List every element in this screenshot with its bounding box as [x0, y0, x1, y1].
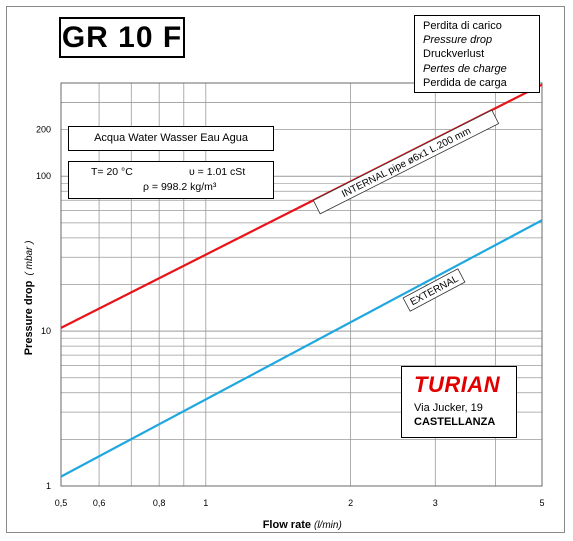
company-address: Via Jucker, 19	[414, 402, 483, 414]
y-tick-label: 1	[46, 481, 51, 491]
company-logo: TURIAN	[414, 372, 501, 397]
company-city: CASTELLANZA	[414, 416, 496, 428]
legend-line: Druckverlust	[423, 48, 485, 61]
legend-line: Pertes de charge	[423, 62, 507, 75]
company-box: TURIAN Via Jucker, 19 CASTELLANZA	[401, 366, 517, 438]
viscosity-value: υ = 1.01 cSt	[189, 166, 246, 178]
y-tick-label: 10	[41, 326, 51, 336]
x-tick-label: 0,5	[55, 498, 68, 508]
series-label-text: INTERNAL pipe ø6x1 L.200 mm	[340, 126, 473, 200]
series-line-external	[60, 219, 543, 478]
series-label-box	[402, 268, 466, 312]
series-label-box	[312, 109, 500, 215]
density-value: ρ = 998.2 kg/m³	[143, 181, 217, 193]
x-tick-label: 0,6	[93, 498, 106, 508]
y-axis-unit: ( mbar )	[24, 241, 35, 276]
fluid-label: Acqua Water Wasser Eau Agua	[68, 126, 274, 151]
chart-title-box: GR 10 F	[59, 17, 185, 58]
legend-line: Perdida de carga	[423, 76, 507, 89]
x-tick-label: 2	[348, 498, 353, 508]
series-label-internal: INTERNAL pipe ø6x1 L.200 mm	[312, 109, 500, 215]
y-tick-label: 200	[36, 125, 51, 135]
fluid-properties: T= 20 °C υ = 1.01 cSt ρ = 998.2 kg/m³	[68, 161, 274, 199]
legend-line: Perdita di carico	[423, 20, 502, 32]
y-axis-title: Pressure drop	[23, 280, 35, 355]
x-axis-title: Flow rate	[263, 519, 311, 531]
chart-ticks: 0,5 0,6 0,8 1 2 3 5 1 10 100 200	[36, 125, 545, 508]
pressure-drop-legend: Perdita di carico Pressure drop Druckverlu…	[414, 15, 540, 93]
chart-frame	[6, 6, 565, 533]
x-axis-unit: (l/min)	[314, 520, 342, 531]
x-tick-label: 3	[433, 498, 438, 508]
x-tick-label: 0,8	[153, 498, 166, 508]
x-tick-label: 1	[203, 498, 208, 508]
plot-area-border	[60, 82, 543, 487]
x-tick-label: 5	[539, 498, 544, 508]
y-tick-label: 100	[36, 171, 51, 181]
temperature-value: T= 20 °C	[91, 166, 133, 178]
legend-line: Pressure drop	[423, 34, 493, 47]
